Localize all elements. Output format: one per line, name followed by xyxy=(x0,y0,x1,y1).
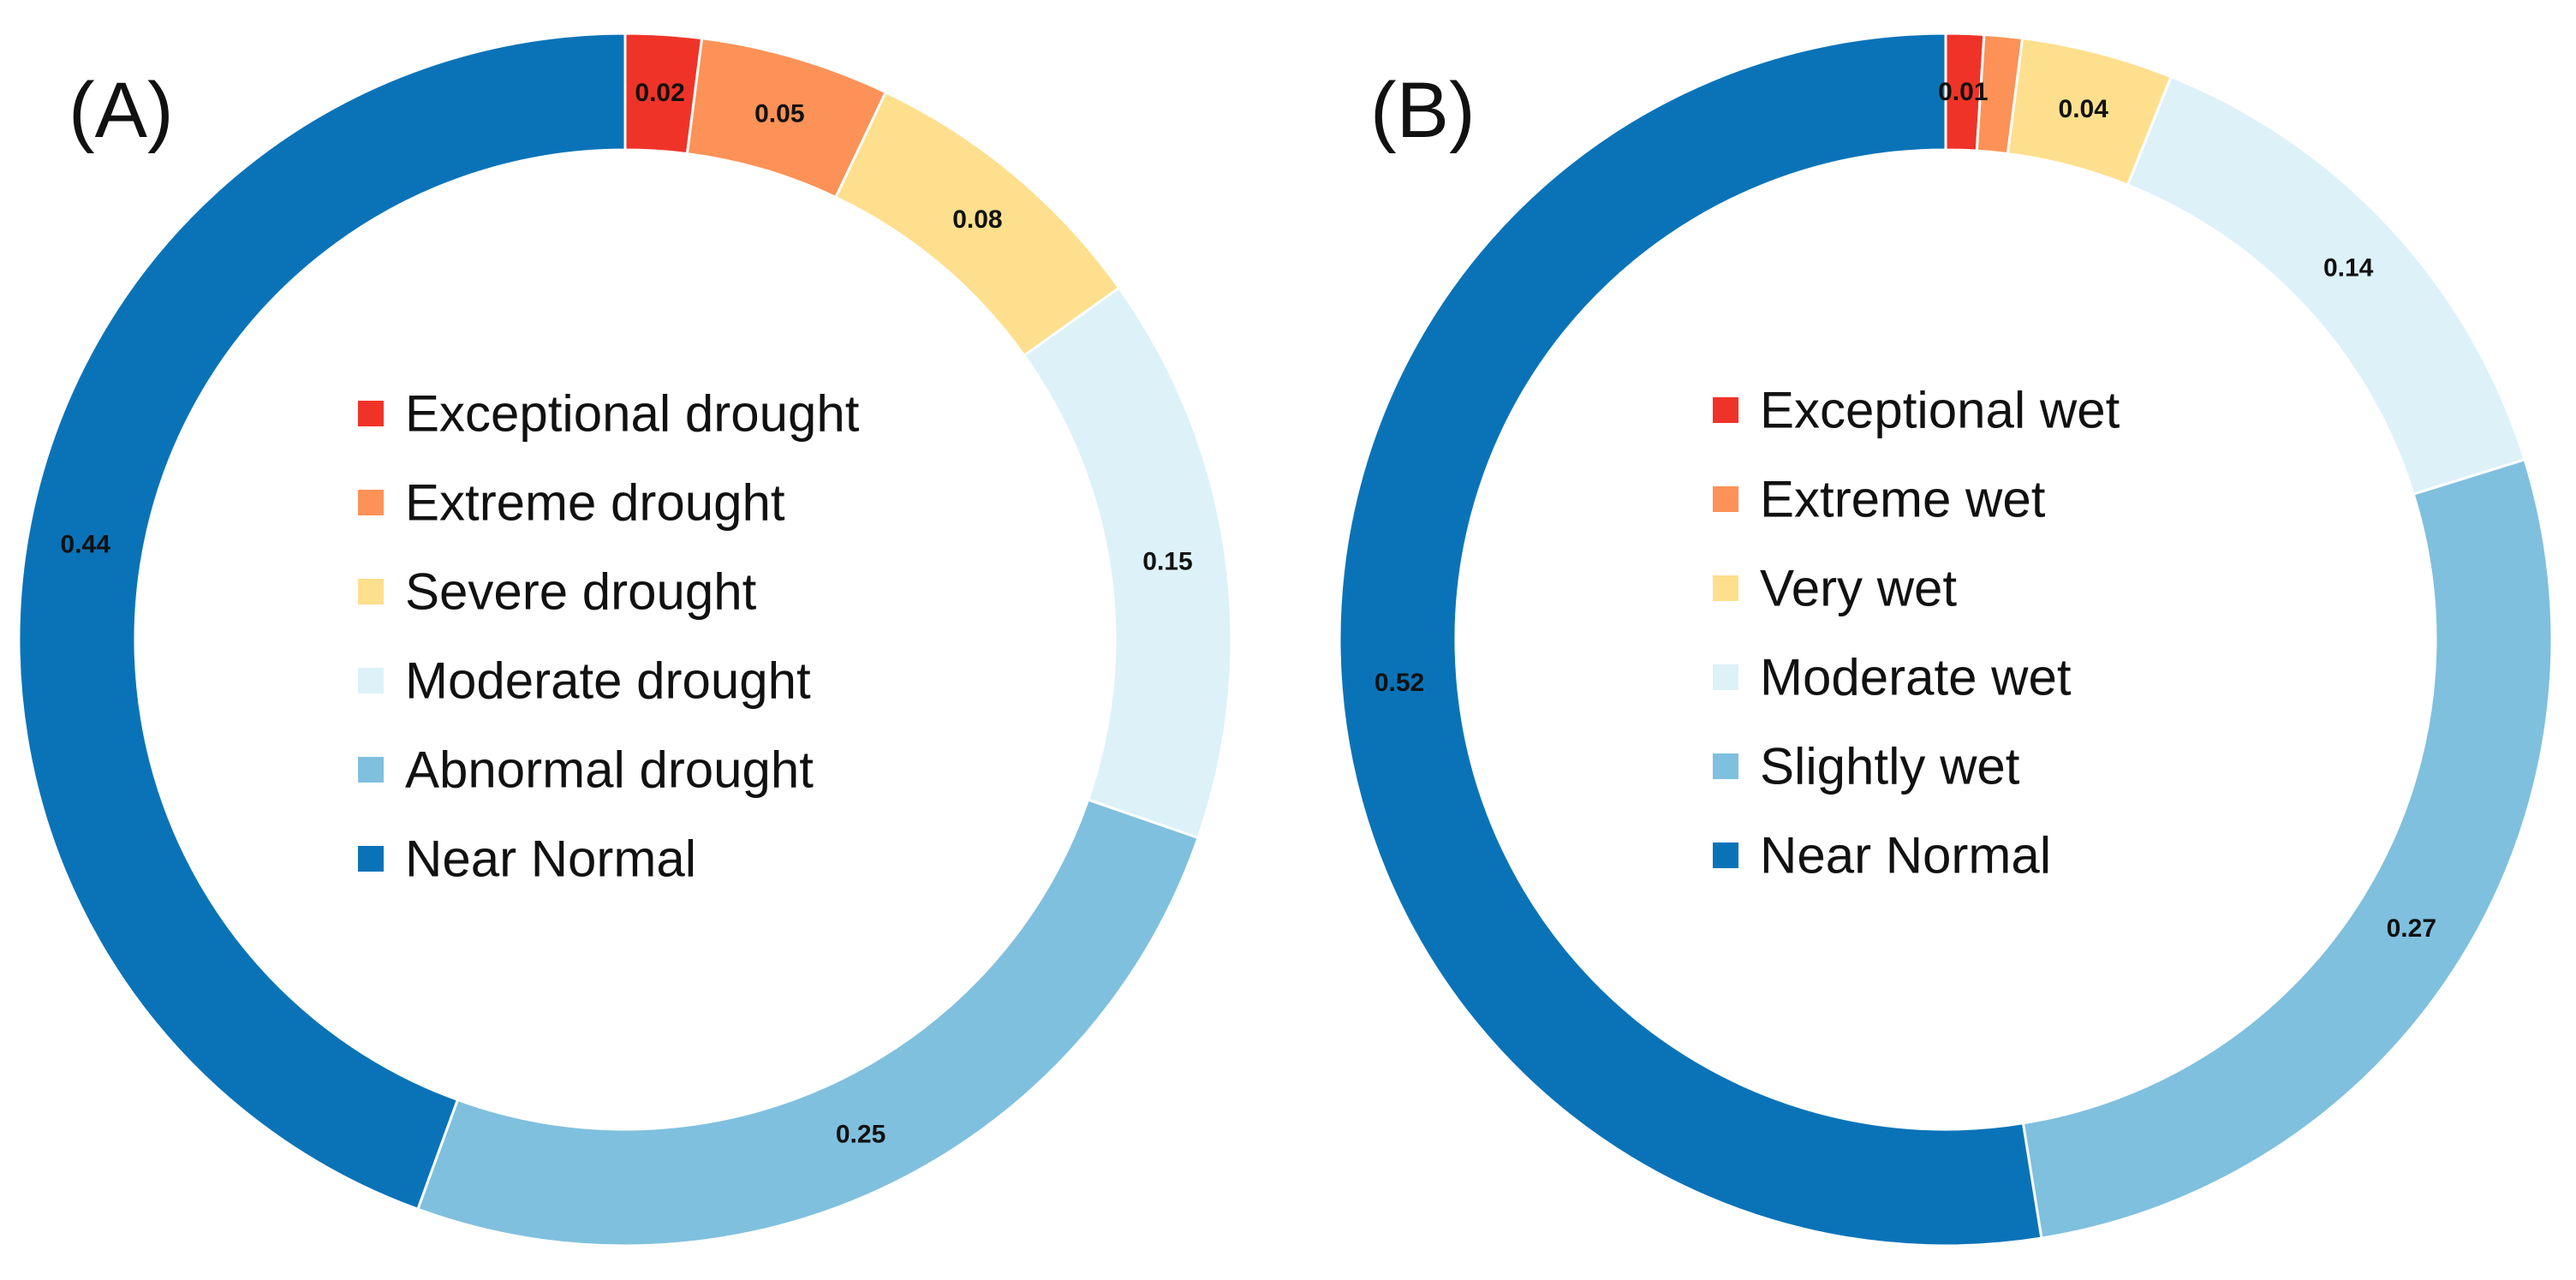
panel-a-slice-moderate-drought xyxy=(1022,286,1233,840)
panel-a-data-labels: 0.02 0.05 0.08 0.15 0.25 0.44 xyxy=(61,79,1193,1149)
panel-a-legend-swatch-moderate-drought xyxy=(358,668,384,694)
panel-a-legend-swatch-near-normal xyxy=(358,846,384,872)
panel-a-label: (A) xyxy=(69,67,174,154)
panel-a-legend-swatch-abnormal-drought xyxy=(358,757,384,783)
panel-a: (A) 0.02 0.05 0.08 0.15 0.25 0.44 Exceptional… xyxy=(17,32,1233,1247)
panel-b-legend-swatch-moderate-wet xyxy=(1713,664,1738,690)
panel-a-data-label-exceptional-drought: 0.02 xyxy=(635,79,684,107)
panel-b-legend-label-very-wet: Very wet xyxy=(1760,560,1957,617)
panel-a-data-label-abnormal-drought: 0.25 xyxy=(836,1120,886,1148)
panel-a-legend: Exceptional drought Extreme drought Severe… xyxy=(358,385,860,888)
panel-a-data-label-severe-drought: 0.08 xyxy=(952,205,1002,234)
panel-b-legend-swatch-very-wet xyxy=(1713,575,1738,601)
panel-b-legend-swatch-extreme-wet xyxy=(1713,486,1738,512)
panel-a-legend-swatch-extreme-drought xyxy=(358,490,384,515)
panel-b-legend: Exceptional wet Extreme wet Very wet Modera… xyxy=(1713,382,2120,884)
panel-a-slice-abnormal-drought xyxy=(415,798,1200,1247)
panel-b-slices xyxy=(1338,32,2554,1247)
panel-a-data-label-extreme-drought: 0.05 xyxy=(754,99,804,128)
panel-b-slice-near-normal xyxy=(1338,32,2043,1247)
panel-a-legend-swatch-severe-drought xyxy=(358,579,384,604)
panel-a-data-label-moderate-drought: 0.15 xyxy=(1142,547,1192,575)
panel-b-data-label-near-normal: 0.52 xyxy=(1374,669,1424,697)
panel-b-legend-label-slightly-wet: Slightly wet xyxy=(1760,738,2020,795)
panel-b-data-label-exceptional-wet: 0.01 xyxy=(1938,78,1988,106)
panel-b: (B) 0.01 0.04 0.14 0.27 0.52 Exceptional wet… xyxy=(1338,32,2554,1247)
panel-b-slice-moderate-wet xyxy=(2126,74,2526,497)
panel-a-legend-label-moderate-drought: Moderate drought xyxy=(405,652,811,710)
panel-a-legend-label-severe-drought: Severe drought xyxy=(405,563,757,621)
panel-a-legend-swatch-exceptional-drought xyxy=(358,401,384,426)
panel-a-slices xyxy=(17,32,1233,1247)
panel-b-legend-label-near-normal: Near Normal xyxy=(1760,827,2051,884)
panel-b-data-labels: 0.01 0.04 0.14 0.27 0.52 xyxy=(1374,78,2436,943)
panel-b-data-label-moderate-wet: 0.14 xyxy=(2323,253,2374,282)
panel-b-legend-label-extreme-wet: Extreme wet xyxy=(1760,471,2046,528)
panel-b-legend-label-moderate-wet: Moderate wet xyxy=(1760,649,2072,706)
panel-b-data-label-slightly-wet: 0.27 xyxy=(2387,914,2436,943)
panel-b-legend-label-exceptional-wet: Exceptional wet xyxy=(1760,382,2120,439)
panel-b-legend-swatch-slightly-wet xyxy=(1713,753,1738,779)
panel-a-legend-label-near-normal: Near Normal xyxy=(405,831,696,888)
panel-b-legend-swatch-exceptional-wet xyxy=(1713,397,1738,423)
panel-b-data-label-very-wet: 0.04 xyxy=(2059,95,2109,123)
panel-a-legend-label-extreme-drought: Extreme drought xyxy=(405,474,785,532)
panel-b-legend-swatch-near-normal xyxy=(1713,842,1738,868)
panel-a-legend-label-abnormal-drought: Abnormal drought xyxy=(405,741,814,799)
panel-b-slice-slightly-wet xyxy=(2021,457,2554,1240)
panel-a-slice-near-normal xyxy=(17,32,627,1212)
panel-a-legend-label-exceptional-drought: Exceptional drought xyxy=(405,385,860,443)
panel-a-data-label-near-normal: 0.44 xyxy=(61,530,111,558)
panel-b-label: (B) xyxy=(1370,67,1476,154)
